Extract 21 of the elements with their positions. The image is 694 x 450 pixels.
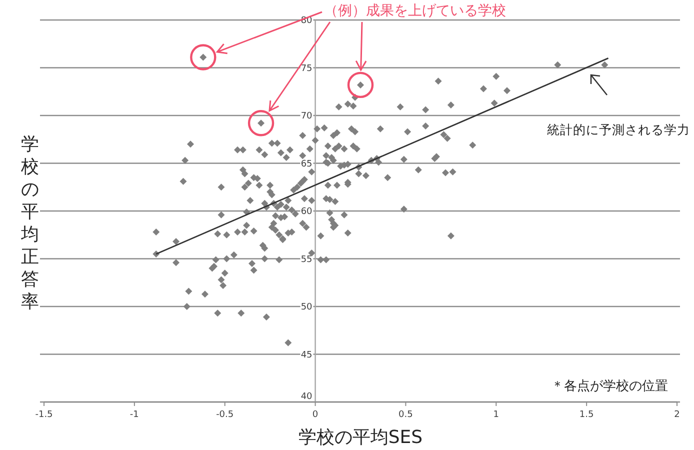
x-tick-label: 2 bbox=[674, 410, 680, 420]
annotation: 統計的に予測される学力 bbox=[547, 122, 690, 137]
y-tick-label: 40 bbox=[300, 392, 313, 402]
x-tick-label: 1.5 bbox=[579, 410, 594, 420]
x-tick-label: -1 bbox=[130, 410, 139, 420]
text: （例）成果を上げている学校 bbox=[324, 3, 506, 19]
x-tick-label: -1.5 bbox=[35, 410, 53, 420]
x-tick-label: -0.5 bbox=[216, 410, 234, 420]
y-tick-label: 65 bbox=[300, 159, 312, 170]
y-axis-title: 学校の平均正答率 bbox=[20, 134, 39, 312]
y-tick-label: 75 bbox=[300, 64, 312, 74]
annotation: ＊各点が学校の位置 bbox=[551, 379, 668, 394]
y-tick-label: 60 bbox=[300, 207, 313, 217]
x-axis-title: 学校の平均SES bbox=[298, 427, 423, 448]
y-tick-label: 55 bbox=[300, 254, 312, 265]
x-tick-label: 0.5 bbox=[398, 410, 413, 420]
x-tick-label: 1 bbox=[493, 410, 500, 420]
y-tick-label: 45 bbox=[300, 350, 312, 360]
y-tick-label: 70 bbox=[300, 112, 313, 122]
x-tick-label: 0 bbox=[312, 410, 318, 420]
y-tick-label: 50 bbox=[300, 302, 313, 312]
